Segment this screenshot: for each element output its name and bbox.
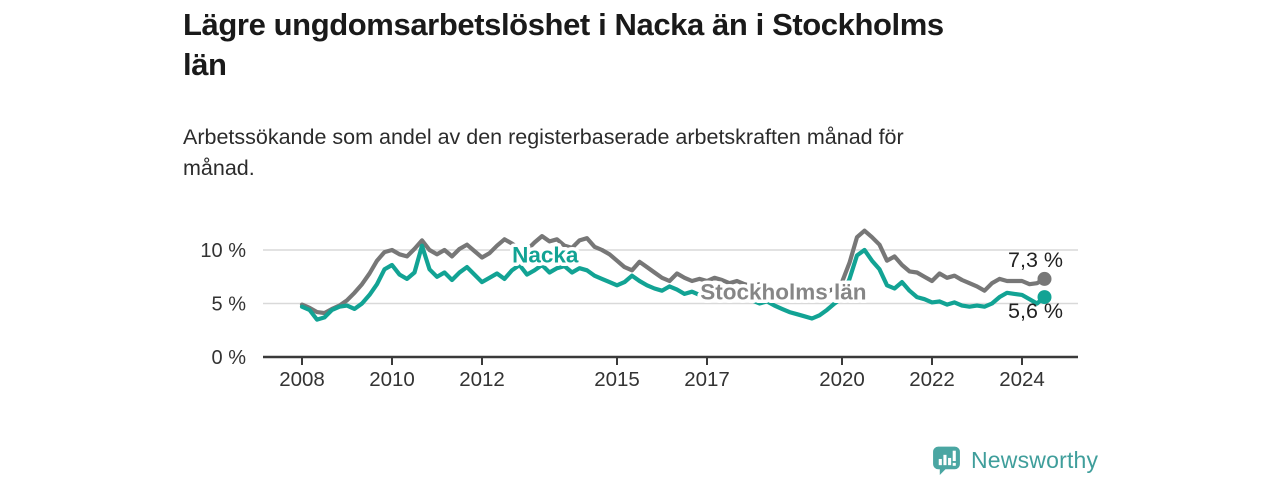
y-tick-label: 5 % [212, 294, 247, 316]
x-tick-label: 2015 [594, 368, 640, 391]
series-label-nacka: Nacka [512, 242, 579, 267]
series-line-stockholms-län [299, 228, 1047, 316]
x-tick-label: 2022 [909, 368, 955, 391]
x-tick-label: 2012 [459, 368, 505, 391]
x-tick-label: 2010 [369, 368, 415, 391]
x-tick-label: 2008 [279, 368, 325, 391]
brand-name: Newsworthy [971, 446, 1099, 473]
newsworthy-badge-icon [933, 446, 960, 475]
y-tick-label: 10 % [200, 240, 246, 262]
series-end-dot [1037, 271, 1052, 286]
page-title: Lägre ungdomsarbetslöshet i Nacka än i S… [183, 5, 1143, 85]
series-label-stockholms-län: Stockholms län [700, 280, 866, 305]
x-tick-label: 2020 [819, 368, 865, 391]
subtitle-line-2: månad. [183, 156, 255, 180]
title-line-2: län [183, 47, 227, 82]
series-end-dot [1037, 290, 1052, 305]
end-value-label: 5,6 % [1008, 299, 1063, 323]
bar-2 [943, 454, 947, 466]
newsworthy-logo[interactable]: Newsworthy [931, 444, 1098, 476]
end-value-label: 7,3 % [1008, 248, 1063, 272]
subtitle-line-1: Arbetssökande som andel av den registerb… [183, 125, 904, 149]
exclamation-stem [952, 450, 956, 462]
chart-subtitle: Arbetssökande som andel av den registerb… [183, 122, 1103, 184]
x-tick-label: 2017 [684, 368, 730, 391]
bar-3 [948, 457, 952, 466]
title-line-1: Lägre ungdomsarbetslöshet i Nacka än i S… [183, 7, 944, 42]
x-tick-label: 2024 [999, 368, 1045, 391]
bar-1 [938, 458, 942, 466]
series-line-nacka [299, 243, 1047, 322]
exclamation-dot [952, 462, 956, 466]
y-tick-label: 0 % [212, 347, 247, 369]
